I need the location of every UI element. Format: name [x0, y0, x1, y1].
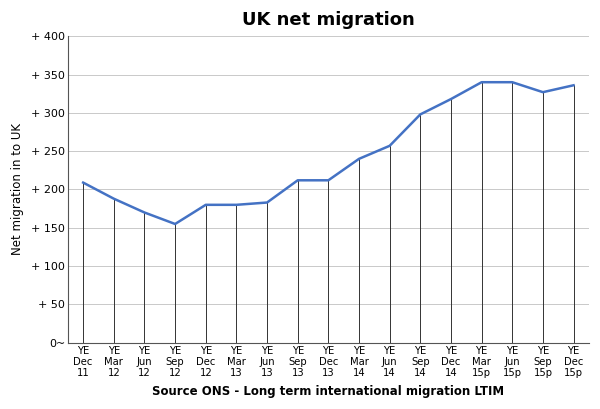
- Title: UK net migration: UK net migration: [242, 11, 415, 29]
- X-axis label: Source ONS - Long term international migration LTIM: Source ONS - Long term international mig…: [152, 385, 505, 398]
- Y-axis label: Net migration in to UK: Net migration in to UK: [11, 124, 24, 256]
